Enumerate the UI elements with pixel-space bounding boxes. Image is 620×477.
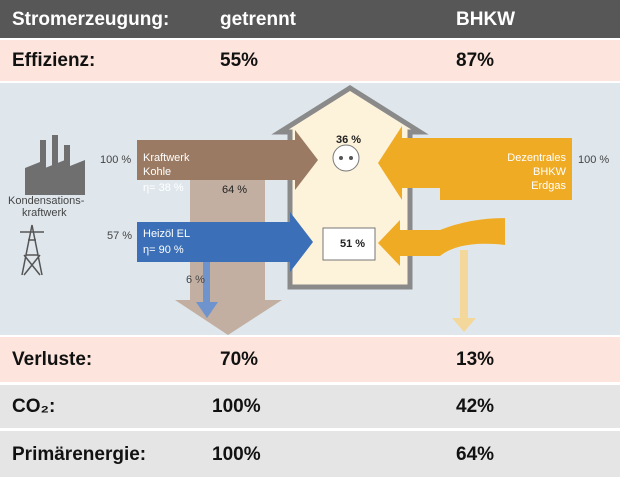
- row-value: 13%: [456, 349, 494, 370]
- row-value: 100%: [212, 444, 261, 465]
- row-label: Effizienz:: [12, 50, 95, 71]
- coal-label: Kraftwerk: [143, 152, 190, 164]
- oil-loss: 6 %: [186, 274, 205, 286]
- infographic: Stromerzeugung: getrennt BHKW Effizienz:…: [0, 0, 620, 477]
- socket-pin: [339, 156, 343, 160]
- oil-efficiency: η= 90 %: [143, 244, 184, 256]
- row-value: 55%: [220, 50, 258, 71]
- row-bg: [0, 337, 620, 382]
- coal-loss: 64 %: [222, 184, 247, 196]
- header-label: Stromerzeugung:: [12, 9, 169, 30]
- row-label: Verluste:: [12, 349, 92, 370]
- coal-label: Kohle: [143, 166, 171, 178]
- row-value: 87%: [456, 50, 494, 71]
- oil-input: 57 %: [107, 230, 132, 242]
- row-value: 64%: [456, 444, 494, 465]
- row-value: 100%: [212, 396, 261, 417]
- chp-label: BHKW: [533, 166, 567, 178]
- row-value: 42%: [456, 396, 494, 417]
- row-label: Primärenergie:: [12, 444, 146, 465]
- chp-input: 100 %: [578, 154, 609, 166]
- heat: 51 %: [340, 238, 365, 250]
- coal-input: 100 %: [100, 154, 131, 166]
- row-bg: [0, 385, 620, 428]
- row-label: CO₂:: [12, 396, 55, 417]
- plant-label: Kondensations-: [8, 195, 85, 207]
- header-col: getrennt: [220, 9, 297, 30]
- header-col: BHKW: [456, 9, 515, 30]
- row-value: 70%: [220, 349, 258, 370]
- chp-label: Erdgas: [531, 180, 566, 192]
- coal-efficiency: η= 38 %: [143, 182, 184, 194]
- electricity: 36 %: [336, 134, 361, 146]
- socket-pin: [349, 156, 353, 160]
- chp-label: Dezentrales: [507, 152, 566, 164]
- oil-label: Heizöl EL: [143, 228, 190, 240]
- socket: [333, 145, 359, 171]
- plant-label: kraftwerk: [22, 207, 67, 219]
